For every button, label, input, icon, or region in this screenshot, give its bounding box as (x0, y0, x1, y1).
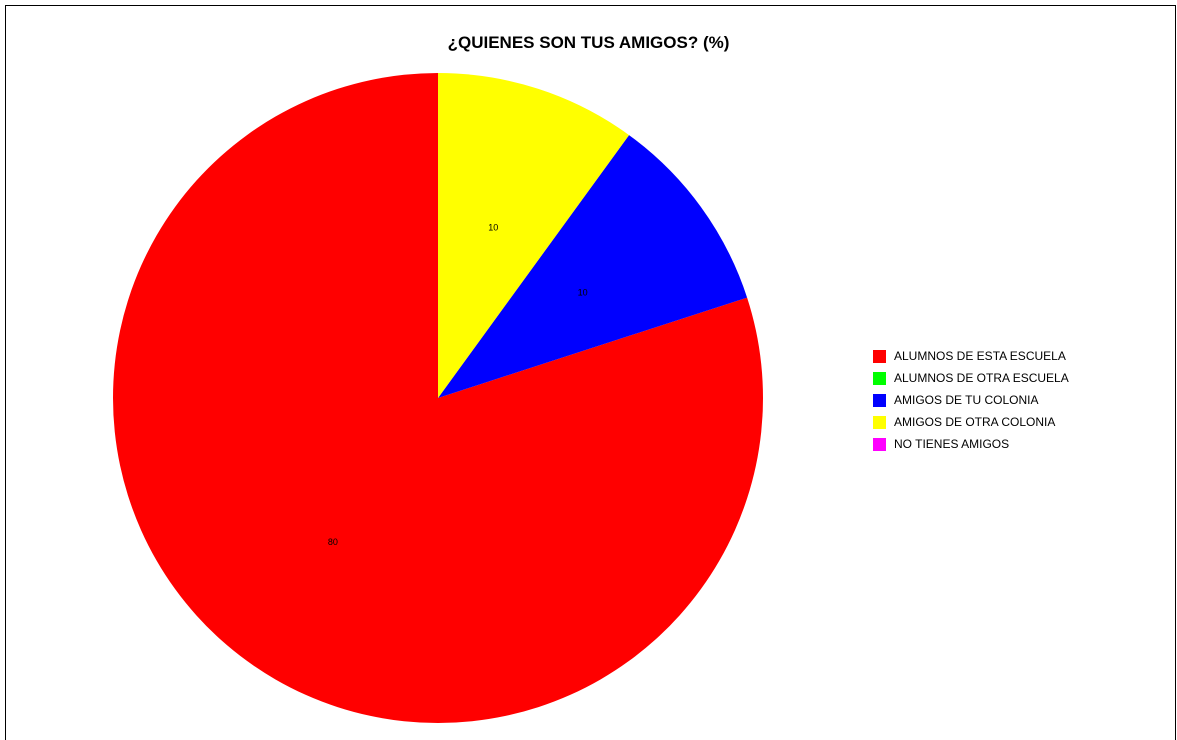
legend-item: AMIGOS DE OTRA COLONIA (873, 411, 1069, 433)
legend-swatch (873, 371, 886, 385)
legend-item: ALUMNOS DE ESTA ESCUELA (873, 345, 1069, 367)
legend-item: NO TIENES AMIGOS (873, 433, 1069, 455)
pie-slice-amigos-de-otra-colonia (438, 73, 630, 398)
pie-slice-amigos-de-tu-colonia (438, 135, 748, 399)
legend-swatch (873, 349, 886, 363)
chart-title: ¿QUIENES SON TUS AMIGOS? (%) (447, 33, 730, 52)
pie-slice-alumnos-de-esta-escuela (113, 73, 764, 723)
slice-value-label: 80 (328, 537, 338, 547)
pie-slices (113, 73, 764, 723)
legend-label: AMIGOS DE OTRA COLONIA (894, 415, 1056, 429)
legend-label: AMIGOS DE TU COLONIA (894, 393, 1039, 407)
legend-label: ALUMNOS DE ESTA ESCUELA (894, 349, 1066, 363)
slice-value-label: 10 (578, 287, 588, 297)
legend-swatch (873, 437, 886, 451)
legend-label: ALUMNOS DE OTRA ESCUELA (894, 371, 1069, 385)
legend-swatch (873, 393, 886, 407)
legend-swatch (873, 415, 886, 429)
legend-label: NO TIENES AMIGOS (894, 437, 1010, 451)
legend-item: AMIGOS DE TU COLONIA (873, 389, 1069, 411)
pie-slice-labels: 80 10 10 (328, 222, 588, 547)
slice-value-label: 10 (488, 222, 498, 232)
legend-item: ALUMNOS DE OTRA ESCUELA (873, 367, 1069, 389)
chart-legend: ALUMNOS DE ESTA ESCUELA ALUMNOS DE OTRA E… (873, 345, 1069, 455)
chart-frame (5, 5, 1176, 740)
